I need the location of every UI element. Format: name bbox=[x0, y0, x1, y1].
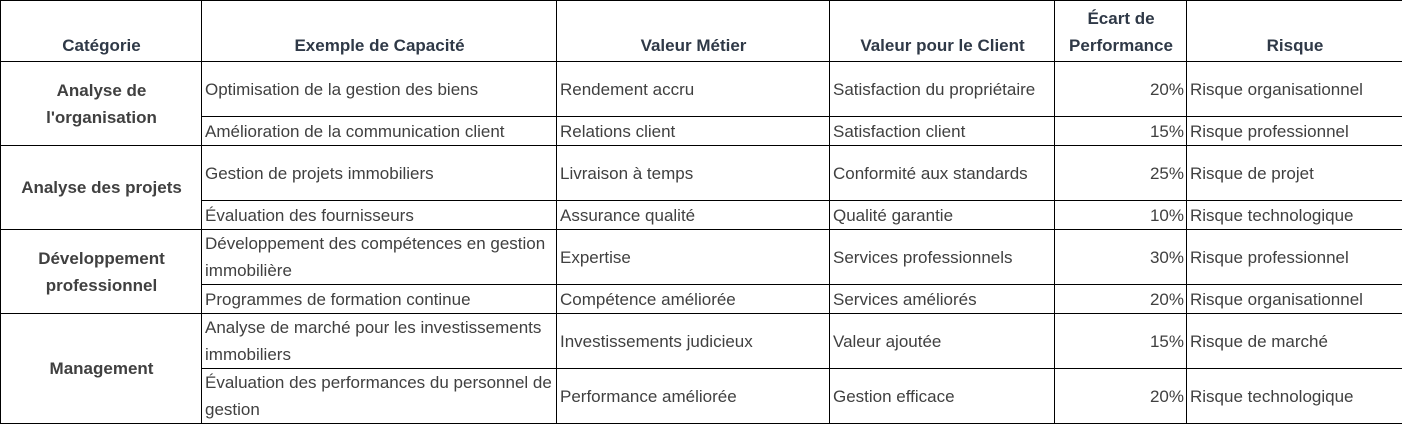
business-value-cell[interactable]: Performance améliorée bbox=[557, 369, 830, 424]
performance-gap-cell[interactable]: 25% bbox=[1055, 146, 1187, 201]
client-value-cell[interactable]: Services améliorés bbox=[830, 285, 1055, 314]
table-row: Programmes de formation continue Compéte… bbox=[1, 285, 1402, 314]
risk-cell[interactable]: Risque professionnel bbox=[1187, 230, 1402, 285]
client-value-cell[interactable]: Satisfaction du propriétaire bbox=[830, 62, 1055, 117]
risk-cell[interactable]: Risque organisationnel bbox=[1187, 62, 1402, 117]
capability-cell[interactable]: Analyse de marché pour les investissemen… bbox=[202, 314, 557, 369]
table-row: Amélioration de la communication client … bbox=[1, 117, 1402, 146]
capability-cell[interactable]: Évaluation des performances du personnel… bbox=[202, 369, 557, 424]
business-value-cell[interactable]: Investissements judicieux bbox=[557, 314, 830, 369]
category-cell[interactable]: Analyse de l'organisation bbox=[1, 62, 202, 146]
category-cell[interactable]: Analyse des projets bbox=[1, 146, 202, 230]
risk-cell[interactable]: Risque organisationnel bbox=[1187, 285, 1402, 314]
risk-cell[interactable]: Risque de projet bbox=[1187, 146, 1402, 201]
business-value-cell[interactable]: Relations client bbox=[557, 117, 830, 146]
table-row: Développement professionnel Développemen… bbox=[1, 230, 1402, 285]
performance-gap-cell[interactable]: 30% bbox=[1055, 230, 1187, 285]
business-value-cell[interactable]: Rendement accru bbox=[557, 62, 830, 117]
capability-cell[interactable]: Amélioration de la communication client bbox=[202, 117, 557, 146]
table-row: Analyse des projets Gestion de projets i… bbox=[1, 146, 1402, 201]
risk-cell[interactable]: Risque technologique bbox=[1187, 201, 1402, 230]
performance-gap-cell[interactable]: 20% bbox=[1055, 285, 1187, 314]
performance-gap-cell[interactable]: 15% bbox=[1055, 117, 1187, 146]
business-value-cell[interactable]: Compétence améliorée bbox=[557, 285, 830, 314]
header-risk[interactable]: Risque bbox=[1187, 1, 1402, 62]
business-value-cell[interactable]: Livraison à temps bbox=[557, 146, 830, 201]
category-cell[interactable]: Développement professionnel bbox=[1, 230, 202, 314]
table-row: Évaluation des performances du personnel… bbox=[1, 369, 1402, 424]
header-business-value[interactable]: Valeur Métier bbox=[557, 1, 830, 62]
table-row: Évaluation des fournisseurs Assurance qu… bbox=[1, 201, 1402, 230]
client-value-cell[interactable]: Qualité garantie bbox=[830, 201, 1055, 230]
header-client-value[interactable]: Valeur pour le Client bbox=[830, 1, 1055, 62]
category-cell[interactable]: Management bbox=[1, 314, 202, 424]
risk-cell[interactable]: Risque technologique bbox=[1187, 369, 1402, 424]
performance-gap-cell[interactable]: 20% bbox=[1055, 62, 1187, 117]
header-category[interactable]: Catégorie bbox=[1, 1, 202, 62]
business-value-cell[interactable]: Assurance qualité bbox=[557, 201, 830, 230]
header-capability[interactable]: Exemple de Capacité bbox=[202, 1, 557, 62]
performance-gap-cell[interactable]: 10% bbox=[1055, 201, 1187, 230]
risk-cell[interactable]: Risque de marché bbox=[1187, 314, 1402, 369]
risk-cell[interactable]: Risque professionnel bbox=[1187, 117, 1402, 146]
table-row: Analyse de l'organisation Optimisation d… bbox=[1, 62, 1402, 117]
capability-cell[interactable]: Évaluation des fournisseurs bbox=[202, 201, 557, 230]
table-row: Management Analyse de marché pour les in… bbox=[1, 314, 1402, 369]
capability-cell[interactable]: Développement des compétences en gestion… bbox=[202, 230, 557, 285]
capability-cell[interactable]: Gestion de projets immobiliers bbox=[202, 146, 557, 201]
client-value-cell[interactable]: Conformité aux standards bbox=[830, 146, 1055, 201]
client-value-cell[interactable]: Valeur ajoutée bbox=[830, 314, 1055, 369]
performance-gap-cell[interactable]: 20% bbox=[1055, 369, 1187, 424]
performance-gap-cell[interactable]: 15% bbox=[1055, 314, 1187, 369]
client-value-cell[interactable]: Services professionnels bbox=[830, 230, 1055, 285]
header-performance-gap[interactable]: Écart de Performance bbox=[1055, 1, 1187, 62]
client-value-cell[interactable]: Satisfaction client bbox=[830, 117, 1055, 146]
client-value-cell[interactable]: Gestion efficace bbox=[830, 369, 1055, 424]
header-row: Catégorie Exemple de Capacité Valeur Mét… bbox=[1, 1, 1402, 62]
business-value-cell[interactable]: Expertise bbox=[557, 230, 830, 285]
capability-cell[interactable]: Programmes de formation continue bbox=[202, 285, 557, 314]
capability-cell[interactable]: Optimisation de la gestion des biens bbox=[202, 62, 557, 117]
